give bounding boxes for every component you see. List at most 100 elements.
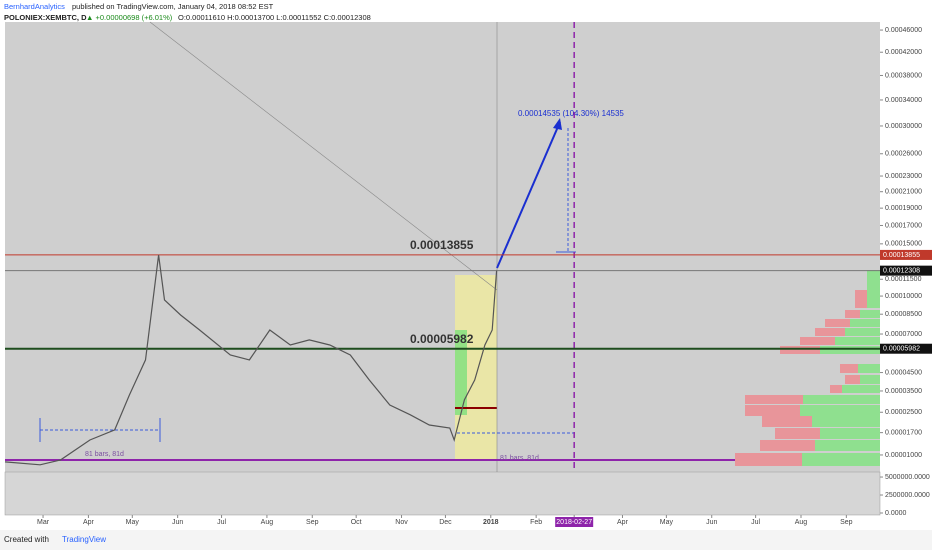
- highlight-box: [455, 330, 467, 415]
- profile-bar: [803, 395, 880, 404]
- profile-bar: [745, 395, 803, 404]
- profile-bar: [802, 453, 880, 466]
- y-tick-label: 0.00023000: [885, 173, 922, 180]
- y-tick-label: 0.00017000: [885, 222, 922, 229]
- profile-bar: [812, 416, 880, 427]
- profile-bar: [775, 428, 820, 439]
- profile-bar: [745, 405, 800, 416]
- y-tick-label: 0.00004500: [885, 369, 922, 376]
- y-tick-label: 0.00042000: [885, 49, 922, 56]
- profile-bar: [835, 337, 880, 345]
- y-tick-label: 0.00008500: [885, 311, 922, 318]
- profile-bar: [760, 440, 815, 451]
- y-tick-label: 0.00007000: [885, 331, 922, 338]
- arrow-head: [553, 118, 562, 130]
- profile-bar: [815, 328, 845, 336]
- price-line: [4, 254, 498, 466]
- plot-area: [5, 22, 880, 472]
- x-tick-label: Jul: [751, 519, 760, 526]
- y-tick-label: 0.00026000: [885, 151, 922, 158]
- x-tick-label: Apr: [617, 519, 629, 526]
- y-tick-label: 0.00001700: [885, 429, 922, 436]
- y-tick-label: 0.00002500: [885, 409, 922, 416]
- profile-bar: [800, 405, 880, 416]
- change: ▲ +0.00000698 (+6.01%): [86, 13, 173, 22]
- x-tick-label: Apr: [83, 519, 95, 526]
- x-tick-label: Aug: [795, 519, 808, 526]
- y-tick-label: 0.00019000: [885, 205, 922, 212]
- profile-bar: [855, 290, 867, 308]
- published: published on TradingView.com, January 04…: [72, 2, 274, 11]
- x-tick-label: 2018: [483, 519, 499, 526]
- x-tick-label: Jun: [706, 519, 717, 526]
- x-tick-label: Jun: [172, 519, 183, 526]
- level-tag-label: 0.00012308: [883, 267, 920, 274]
- x-tick-label: Sep: [306, 519, 319, 526]
- footer-bar: [0, 530, 932, 550]
- x-tick-label: May: [660, 519, 674, 526]
- profile-bar: [800, 337, 835, 345]
- profile-bar: [820, 346, 880, 354]
- author[interactable]: BernhardAnalytics: [4, 2, 65, 11]
- profile-bar: [820, 428, 880, 439]
- profile-bar: [867, 270, 880, 308]
- volume-profile: [735, 270, 880, 466]
- x-tick-label: May: [126, 519, 140, 526]
- symbol: POLONIEX:XEMBTC, D: [4, 13, 87, 22]
- profile-bar: [825, 319, 850, 327]
- x-tick-label: Feb: [530, 519, 542, 526]
- level-tag: [880, 265, 932, 276]
- range-label: 81 bars, 81d: [85, 451, 124, 458]
- x-tick-label: Dec: [439, 519, 452, 526]
- x-tick-label: Nov: [395, 519, 408, 526]
- x-tick-label: Aug: [261, 519, 274, 526]
- profile-bar: [815, 440, 880, 451]
- y-tick-label: 0.00030000: [885, 123, 922, 130]
- profile-bar: [845, 328, 880, 336]
- level-label: 0.00005982: [410, 332, 474, 346]
- y-tick-label: 0.00034000: [885, 97, 922, 104]
- x-tick-label: Mar: [37, 519, 50, 526]
- y-tick-label: 0.00010000: [885, 293, 922, 300]
- profile-bar: [850, 319, 880, 327]
- x-tick-label: Jul: [217, 519, 226, 526]
- footer-text: Created with: [4, 535, 49, 544]
- x-tick-label: Sep: [840, 519, 853, 526]
- footer-brand[interactable]: TradingView: [62, 535, 106, 544]
- volume-tick-label: 5000000.0000: [885, 474, 930, 481]
- profile-bar: [830, 385, 842, 393]
- projection-arrow: [496, 121, 561, 269]
- profile-bar: [860, 375, 880, 384]
- y-tick-label: 0.00003500: [885, 388, 922, 395]
- y-tick-label: 0.00015000: [885, 241, 922, 248]
- profile-bar: [845, 310, 860, 318]
- y-tick-label: 0.00046000: [885, 27, 922, 34]
- x-tick-label: 2018-02-27: [556, 519, 592, 526]
- profile-bar: [860, 310, 880, 318]
- volume-tick-label: 0.0000: [885, 510, 907, 517]
- level-label: 0.00013855: [410, 238, 474, 252]
- level-tag-label: 0.00013855: [883, 252, 920, 259]
- profile-bar: [780, 346, 820, 354]
- y-tick-label: 0.00038000: [885, 72, 922, 79]
- level-tag-label: 0.00005982: [883, 346, 920, 353]
- profile-bar: [858, 364, 880, 373]
- y-tick-label: 0.00011500: [885, 276, 922, 283]
- projection-label: 0.00014535 (104.30%) 14535: [518, 109, 624, 118]
- drawing-line: [149, 21, 498, 291]
- y-tick-label: 0.00021000: [885, 189, 922, 196]
- x-tick-label: Oct: [351, 519, 362, 526]
- range-label: 81 bars, 81d: [500, 455, 539, 462]
- profile-bar: [762, 416, 812, 427]
- profile-bar: [840, 364, 858, 373]
- x-tick-highlight: [555, 517, 594, 527]
- ohlc: O:0.00011610 H:0.00013700 L:0.00011552 C…: [178, 13, 371, 22]
- level-tag: [880, 249, 932, 260]
- volume-pane: [4, 471, 881, 516]
- profile-bar: [845, 375, 860, 384]
- volume-tick-label: 2500000.0000: [885, 492, 930, 499]
- level-tag: [880, 343, 932, 354]
- profile-bar: [842, 385, 880, 393]
- profile-bar: [735, 453, 802, 466]
